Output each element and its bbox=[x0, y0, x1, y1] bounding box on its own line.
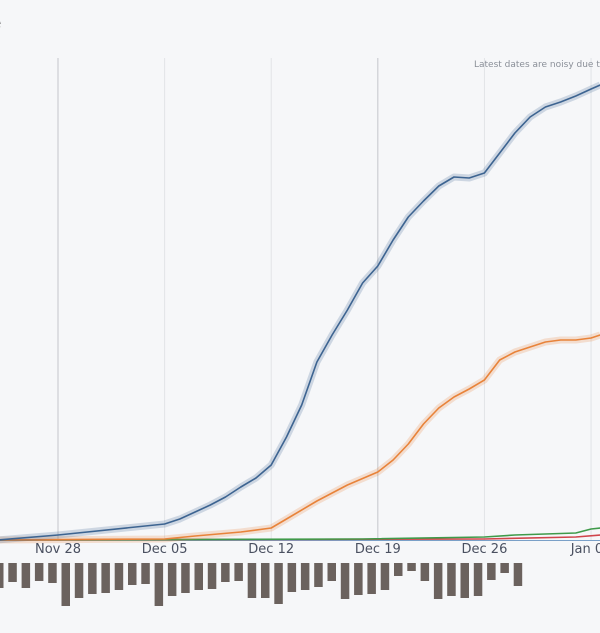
orange-confidence-band bbox=[0, 331, 600, 544]
bar bbox=[314, 563, 323, 587]
bar bbox=[340, 563, 350, 599]
bar bbox=[234, 563, 243, 581]
bar bbox=[487, 563, 496, 580]
x-axis-ticks: Nov 28 Dec 05 Dec 12 Dec 19 Dec 26 Jan 02 bbox=[35, 542, 600, 557]
bar bbox=[354, 563, 363, 595]
x-tick-label: Dec 05 bbox=[142, 542, 188, 557]
bar bbox=[221, 563, 230, 582]
bar bbox=[0, 563, 4, 588]
x-tick-label: Dec 19 bbox=[355, 542, 401, 557]
bar bbox=[181, 563, 190, 593]
bar bbox=[141, 563, 150, 584]
gridlines bbox=[0, 58, 600, 541]
bar bbox=[261, 563, 270, 598]
bar bbox=[287, 563, 297, 592]
bar bbox=[114, 563, 124, 590]
bar bbox=[101, 563, 110, 593]
bar bbox=[367, 563, 376, 594]
bar bbox=[247, 563, 257, 598]
x-tick-label: Dec 12 bbox=[248, 542, 294, 557]
chart-title-fragment: e bbox=[0, 14, 1, 32]
bar bbox=[407, 563, 416, 571]
x-tick-label: Jan 02 bbox=[570, 542, 600, 557]
bar bbox=[48, 563, 57, 583]
bar bbox=[513, 563, 523, 586]
green-series-line bbox=[0, 527, 600, 541]
bar bbox=[88, 563, 97, 594]
blue-series-line bbox=[0, 84, 600, 541]
bar bbox=[274, 563, 283, 604]
series-lines bbox=[0, 81, 600, 544]
bar bbox=[380, 563, 390, 590]
bar bbox=[74, 563, 84, 598]
bar bbox=[447, 563, 456, 596]
bar-strip bbox=[0, 563, 523, 606]
bar bbox=[34, 563, 44, 581]
blue-confidence-band bbox=[0, 81, 600, 544]
bar bbox=[194, 563, 203, 590]
x-tick-label: Nov 28 bbox=[35, 542, 81, 557]
bar bbox=[394, 563, 403, 576]
bar bbox=[8, 563, 17, 582]
chart-annotation: Latest dates are noisy due t bbox=[474, 60, 600, 70]
bar bbox=[420, 563, 430, 581]
orange-series-line bbox=[0, 334, 600, 541]
bar bbox=[207, 563, 217, 589]
x-tick-label: Dec 26 bbox=[462, 542, 508, 557]
bar bbox=[327, 563, 336, 581]
bar bbox=[460, 563, 469, 598]
bar bbox=[473, 563, 483, 596]
bar bbox=[500, 563, 509, 573]
bar bbox=[61, 563, 70, 606]
bar bbox=[128, 563, 137, 585]
bar bbox=[154, 563, 164, 606]
bar bbox=[167, 563, 177, 596]
bar bbox=[21, 563, 31, 588]
bar bbox=[300, 563, 310, 590]
bar bbox=[433, 563, 443, 599]
